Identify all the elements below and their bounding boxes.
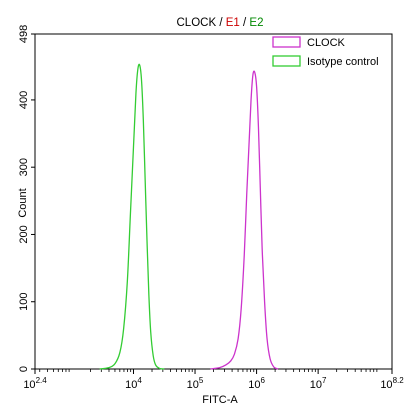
x-axis: 102.4 104 105 106 107 108.2	[23, 369, 404, 391]
legend-swatch-clock	[272, 36, 301, 48]
x-axis-label: FITC-A	[202, 394, 238, 406]
title-part-e1: E1	[226, 17, 240, 29]
x-tick-label: 108.2	[380, 376, 404, 391]
x-tick-label: 102.4	[23, 376, 47, 391]
title-part-slash-2: /	[243, 17, 247, 29]
x-tick-label: 104	[125, 376, 142, 391]
series-clock-curve	[210, 70, 279, 370]
legend-label-isotype: Isotype control	[307, 56, 379, 68]
title-part-clock: CLOCK	[177, 17, 217, 29]
series-isotype-curve	[99, 63, 165, 370]
title-part-slash-1: /	[219, 17, 223, 29]
legend-label-clock: CLOCK	[307, 37, 346, 49]
y-tick-label: 100	[18, 293, 30, 311]
y-axis-label: Count	[17, 188, 29, 217]
x-tick-label: 106	[248, 376, 265, 391]
y-tick-label: 300	[18, 158, 30, 176]
x-tick-label: 107	[310, 376, 327, 391]
chart-title: CLOCK / E1 / E2	[177, 17, 264, 29]
series-layer	[99, 63, 279, 370]
legend-swatch-isotype	[272, 55, 301, 67]
x-tick-label: 105	[187, 376, 204, 391]
y-axis: 0 100 200 300 400 498	[18, 25, 35, 372]
y-tick-label: 200	[18, 225, 30, 243]
title-part-e2: E2	[249, 17, 263, 29]
y-tick-label: 498	[18, 25, 30, 43]
legend: CLOCK Isotype control	[272, 36, 379, 68]
plot-area	[34, 33, 393, 370]
y-tick-label: 0	[18, 366, 30, 372]
y-tick-label: 400	[18, 91, 30, 109]
